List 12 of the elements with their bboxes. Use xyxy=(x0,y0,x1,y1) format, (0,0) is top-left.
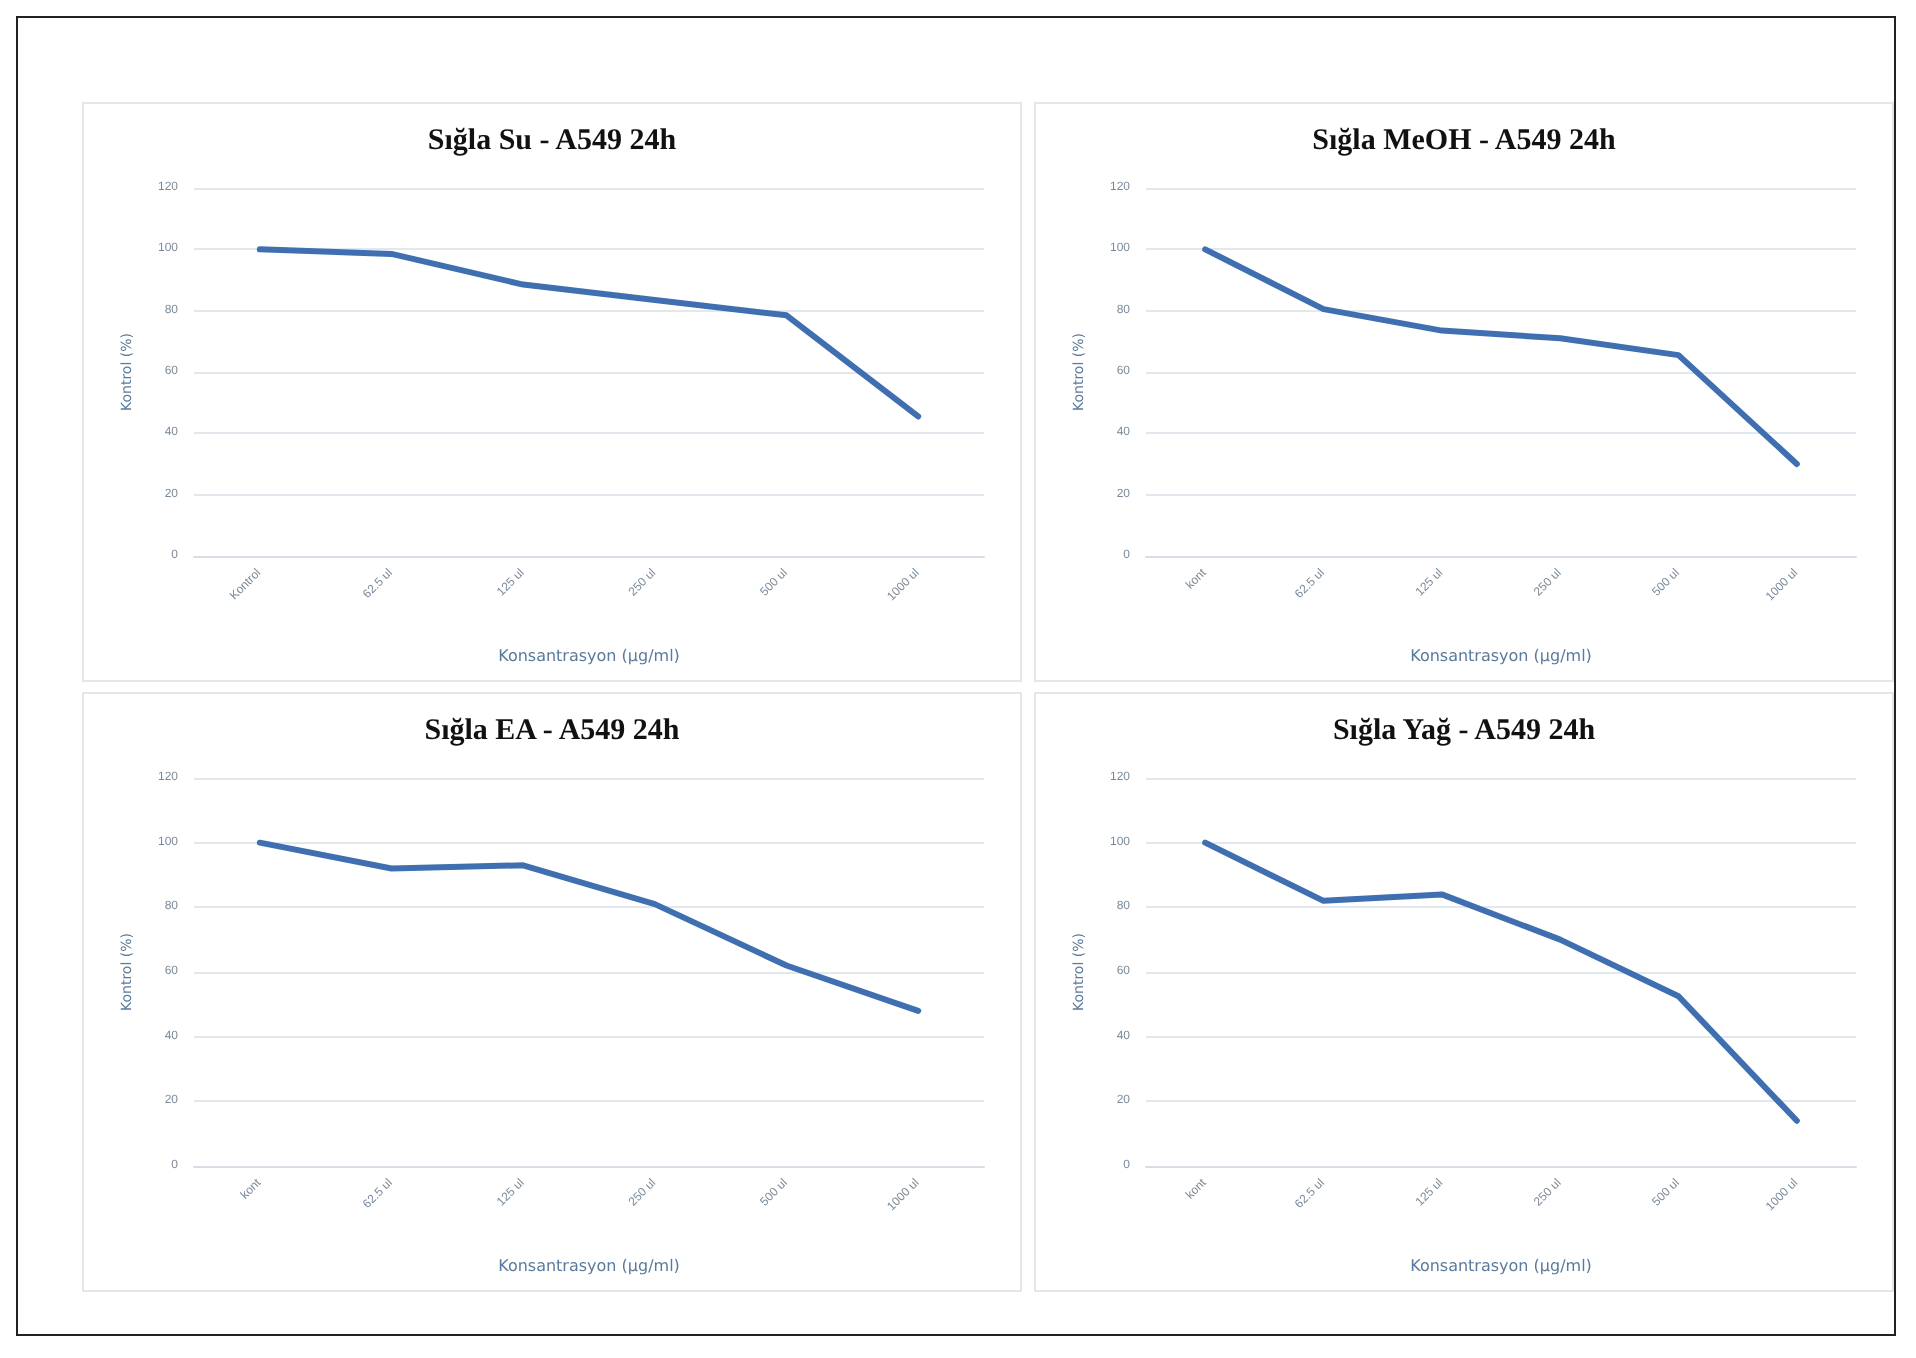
x-axis-title: Konsantrasyon (µg/ml) xyxy=(498,647,680,665)
x-axis-title: Konsantrasyon (µg/ml) xyxy=(498,1257,680,1275)
chart-title: Sığla Su - A549 24h xyxy=(427,125,678,157)
line-series xyxy=(1202,839,1800,1124)
x-axis-title: Konsantrasyon (µg/ml) xyxy=(1410,1257,1592,1275)
chart-title: Sığla EA - A549 24h xyxy=(424,715,681,747)
x-axis-title: Konsantrasyon (µg/ml) xyxy=(1410,647,1592,665)
chart-title: Sığla Yağ - A549 24h xyxy=(1332,715,1597,747)
chart-title: Sığla MeOH - A549 24h xyxy=(1312,125,1617,157)
line-series xyxy=(256,839,922,1014)
line-series xyxy=(256,246,922,420)
line-series xyxy=(1202,246,1800,467)
